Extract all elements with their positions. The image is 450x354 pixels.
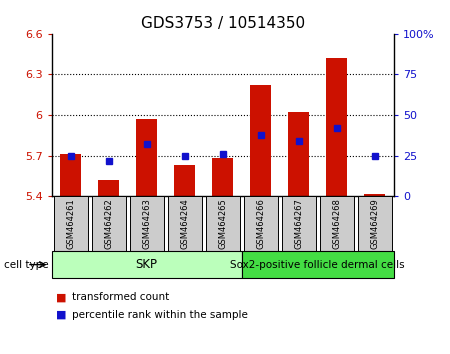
Text: GSM464269: GSM464269 <box>370 199 379 249</box>
Bar <box>250 85 271 196</box>
Text: GSM464267: GSM464267 <box>294 199 303 249</box>
Bar <box>60 154 81 196</box>
Bar <box>174 165 195 196</box>
Bar <box>98 180 119 196</box>
Text: GSM464268: GSM464268 <box>332 199 341 249</box>
Text: transformed count: transformed count <box>72 292 169 302</box>
Text: GSM464262: GSM464262 <box>104 199 113 249</box>
Bar <box>136 119 157 196</box>
Text: GSM464263: GSM464263 <box>142 199 151 249</box>
Text: GSM464266: GSM464266 <box>256 199 265 249</box>
Title: GDS3753 / 10514350: GDS3753 / 10514350 <box>141 16 305 31</box>
Bar <box>364 194 385 196</box>
Text: percentile rank within the sample: percentile rank within the sample <box>72 310 248 320</box>
Bar <box>212 159 233 196</box>
Text: ■: ■ <box>56 292 67 302</box>
Text: ■: ■ <box>56 310 67 320</box>
Bar <box>326 58 347 196</box>
Text: GSM464265: GSM464265 <box>218 199 227 249</box>
Text: GSM464264: GSM464264 <box>180 199 189 249</box>
Bar <box>288 112 309 196</box>
Text: Sox2-positive follicle dermal cells: Sox2-positive follicle dermal cells <box>230 259 405 270</box>
Text: SKP: SKP <box>136 258 158 271</box>
Text: cell type: cell type <box>4 259 49 270</box>
Text: GSM464261: GSM464261 <box>66 199 75 249</box>
